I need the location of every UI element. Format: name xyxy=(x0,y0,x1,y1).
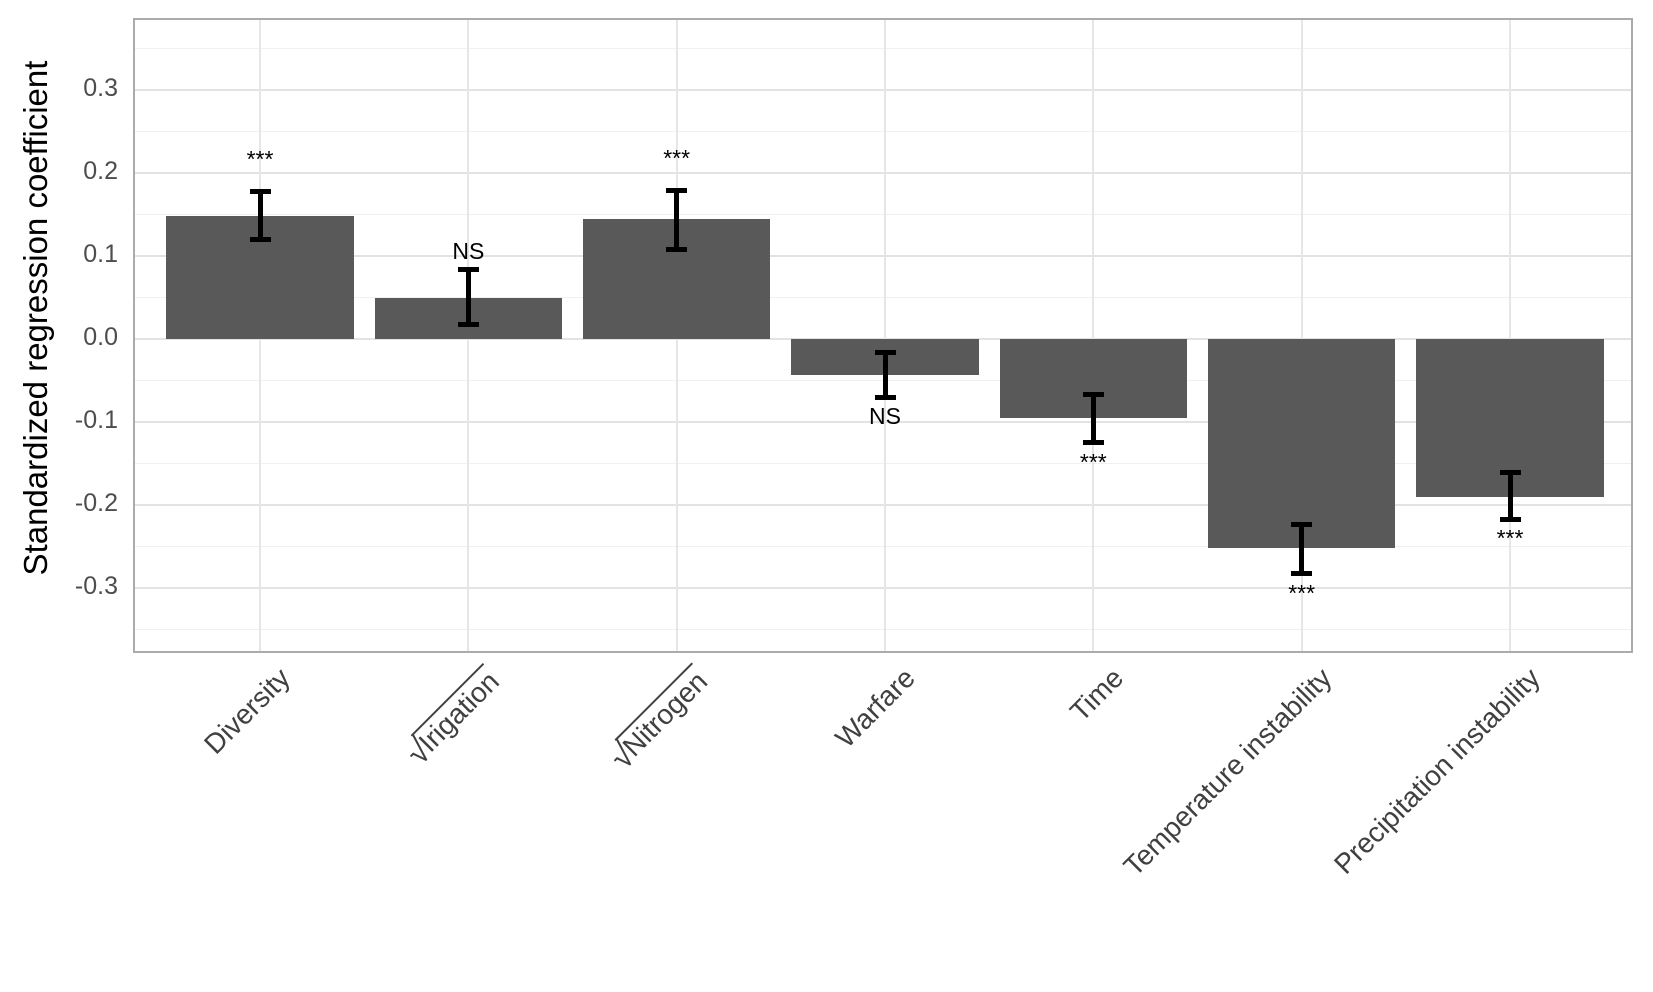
y-tick-label-0.2: 0.2 xyxy=(83,157,118,185)
error-bar-irigation xyxy=(465,269,471,325)
gridline-minor xyxy=(135,214,1631,215)
x-tick-label-diversity: Diversity xyxy=(198,662,296,760)
y-tick-label-0.0: 0.0 xyxy=(83,323,118,351)
gridline-vertical xyxy=(884,20,886,651)
y-tick-label--0.2: -0.2 xyxy=(74,489,118,517)
gridline-vertical xyxy=(1300,20,1303,651)
gridline-minor xyxy=(135,48,1631,49)
error-bar-cap xyxy=(1082,440,1104,446)
gridline-major xyxy=(135,255,1631,257)
error-bar-time xyxy=(1090,394,1096,443)
y-tick-label-0.1: 0.1 xyxy=(83,240,118,268)
error-bar-cap xyxy=(1499,470,1521,476)
significance-label-temperature-instability: *** xyxy=(1288,579,1316,606)
significance-label-diversity: *** xyxy=(246,146,274,173)
y-tick-label--0.3: -0.3 xyxy=(74,572,118,600)
significance-label-time: *** xyxy=(1079,448,1107,475)
error-bar-cap xyxy=(457,266,479,272)
gridline-vertical xyxy=(1509,20,1511,651)
y-tick-label--0.1: -0.1 xyxy=(74,406,118,434)
x-tick-label-precipitation-instability: Precipitation instability xyxy=(1328,662,1546,880)
plot-panel: *** NS *** NS *** *** *** xyxy=(133,18,1633,653)
error-bar-precipitation-instability xyxy=(1507,472,1513,520)
error-bar-cap xyxy=(1291,571,1313,577)
gridline-vertical xyxy=(1092,20,1095,651)
gridline-minor xyxy=(135,629,1631,630)
gridline-major xyxy=(135,172,1631,174)
significance-label-nitrogen: *** xyxy=(663,145,691,172)
error-bar-cap xyxy=(249,188,271,194)
error-bar-temperature-instability xyxy=(1299,524,1305,574)
bar-temperature-instability xyxy=(1207,339,1396,549)
gridline-minor xyxy=(135,131,1631,132)
gridline-minor xyxy=(135,546,1631,547)
y-tick-label-0.3: 0.3 xyxy=(83,74,118,102)
error-bar-cap xyxy=(457,321,479,327)
error-bar-cap xyxy=(249,236,271,242)
error-bar-cap xyxy=(874,394,896,400)
gridline-major xyxy=(135,89,1631,91)
error-bar-diversity xyxy=(257,191,263,240)
significance-label-irigation: NS xyxy=(452,238,485,265)
significance-label-precipitation-instability: *** xyxy=(1496,525,1524,552)
error-bar-cap xyxy=(1499,516,1521,522)
error-bar-warfare xyxy=(882,352,888,398)
error-bar-cap xyxy=(666,246,688,252)
gridline-minor xyxy=(135,463,1631,464)
error-bar-cap xyxy=(1291,521,1313,527)
x-tick-label-text: Nitrogen xyxy=(614,662,715,764)
significance-label-warfare: NS xyxy=(869,403,901,430)
gridline-major xyxy=(135,421,1631,423)
error-bar-cap xyxy=(666,187,688,193)
error-bar-nitrogen xyxy=(674,190,680,250)
error-bar-cap xyxy=(1082,392,1104,398)
gridline-major xyxy=(135,587,1631,589)
gridline-major xyxy=(135,504,1631,506)
gridline-minor xyxy=(135,297,1631,298)
error-bar-cap xyxy=(874,349,896,355)
